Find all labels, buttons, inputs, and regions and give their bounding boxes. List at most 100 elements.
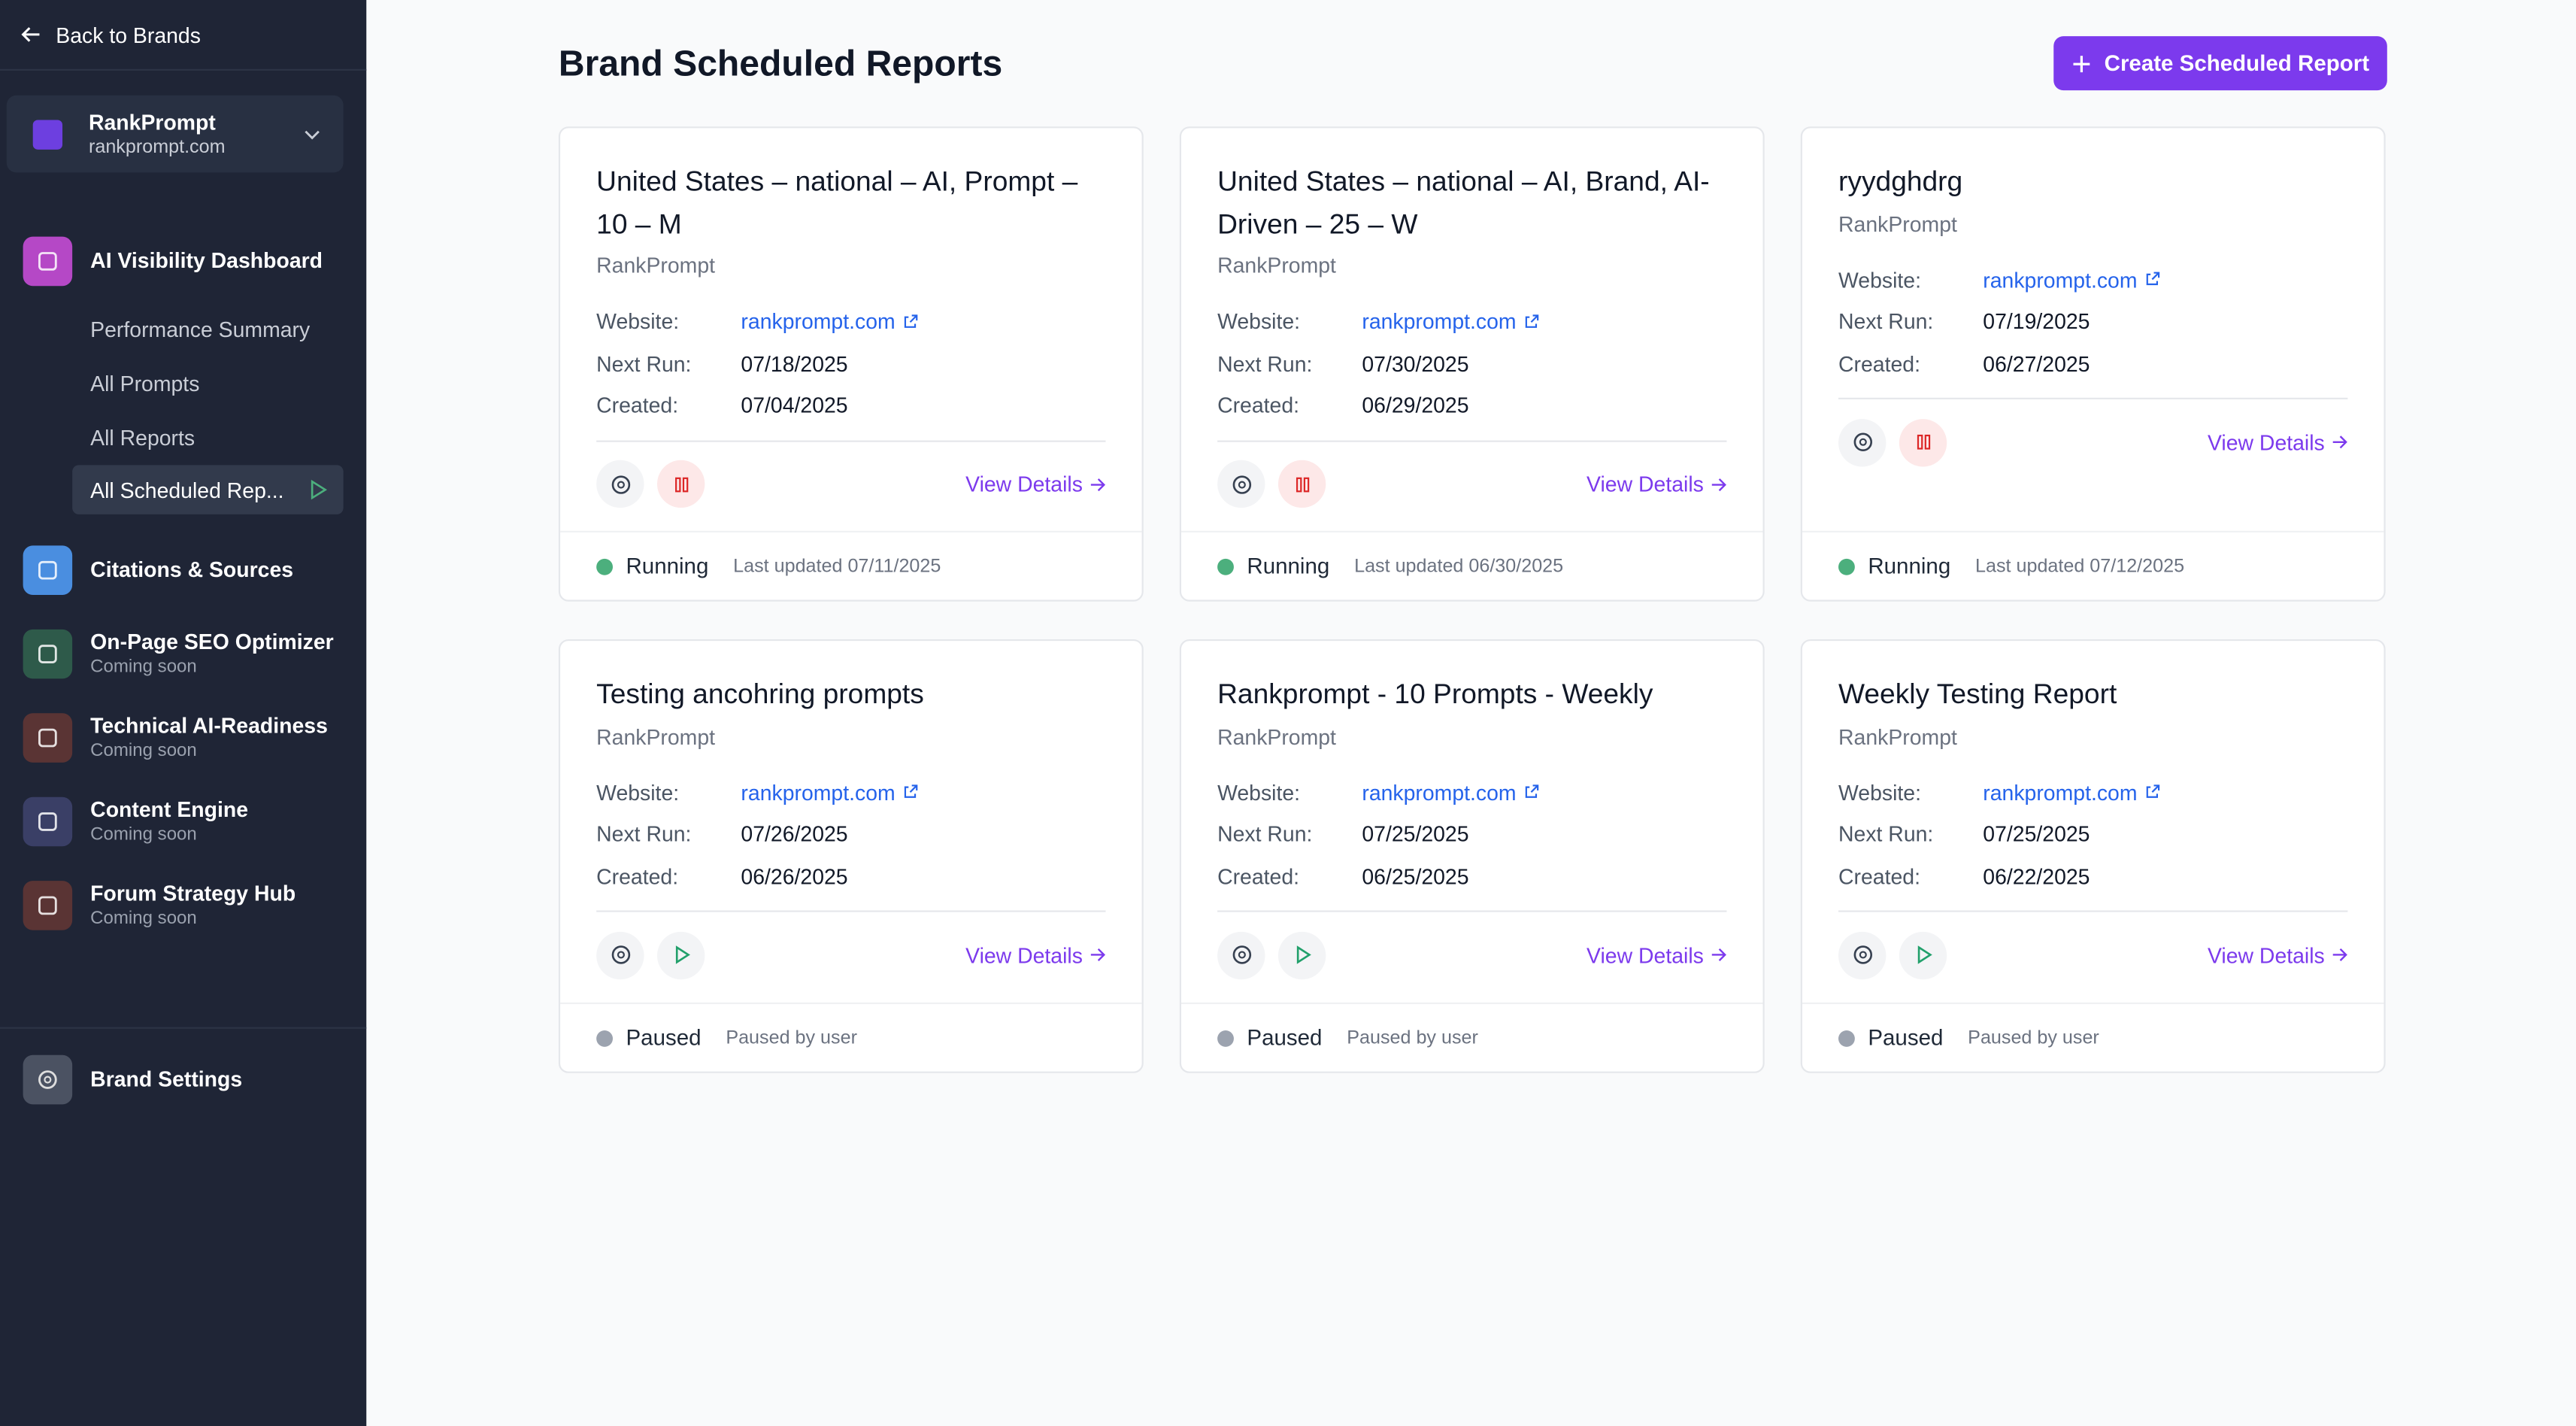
view-details[interactable]: View Details [965,942,1106,967]
field-value: 06/26/2025 [741,864,847,889]
pause-button[interactable] [657,460,705,508]
card-title: Testing ancohring prompts [596,678,924,710]
field-label: Website: [1217,309,1301,335]
field-row: Next Run: 07/30/2025 [1217,343,1726,385]
field-row: Website: rankprompt.com [1217,301,1726,343]
website-link[interactable]: rankprompt.com [741,780,918,805]
settings-label: Brand Settings [90,1066,243,1091]
field-value: 07/04/2025 [741,393,847,418]
brand-settings[interactable]: Brand Settings [0,1037,366,1121]
settings-button[interactable] [596,460,644,508]
field-value-text: 07/25/2025 [1362,822,1469,847]
field-label: Website: [1838,780,1922,806]
field-value-text: 07/26/2025 [741,822,848,847]
card-actions: View Details [1217,441,1726,527]
field-label: Created: [1838,863,1920,889]
field-value-text: 06/25/2025 [1362,863,1469,889]
card-actions: View Details [1838,399,2347,485]
website-link[interactable]: rankprompt.com [1362,780,1539,805]
nav: AI Visibility Dashboard Performance Summa… [0,219,366,947]
back-link[interactable]: Back to Brands [0,0,367,71]
view-details-label: View Details [1587,942,1704,967]
report-card: ryydghdrg RankPrompt Website: rankprompt.co… [1800,126,2386,602]
field-value-text: 06/26/2025 [741,863,848,889]
nav-subitem[interactable]: All Reports [0,411,366,465]
nav-item[interactable]: Content Engine Coming soon [0,779,366,863]
pause-button[interactable] [1899,418,1947,466]
play-button[interactable] [1899,930,1947,979]
field-label: Next Run: [1217,822,1313,847]
card-body: United States – national – AI, Brand, AI… [1181,128,1762,530]
card-body: Testing ancohring prompts RankPrompt Websi… [560,641,1141,1003]
status: Paused [626,1025,702,1051]
nav-label: AI Visibility Dashboard [90,247,323,273]
nav-subitem[interactable]: Performance Summary [0,302,366,356]
status-note: Paused by user [1347,1027,1478,1048]
field-row: Website: rankprompt.com [1217,772,1726,814]
create-button[interactable]: Create Scheduled Report [2053,36,2387,91]
nav-subitem[interactable]: All Scheduled Rep... [72,465,344,514]
field-value-text: 07/04/2025 [741,393,848,418]
status: Paused [1868,1025,1944,1051]
nav-icon [23,880,73,930]
nav-item[interactable]: Technical AI-Readiness Coming soon [0,695,366,778]
view-details[interactable]: View Details [1587,942,1726,967]
play-button[interactable] [1277,930,1326,979]
status-note: Paused by user [1968,1027,2099,1048]
field-label: Next Run: [1217,351,1313,376]
settings-button[interactable] [596,930,644,979]
website-link[interactable]: rankprompt.com [1983,268,2160,292]
settings-button[interactable] [1217,460,1265,508]
field-row: Created: 06/26/2025 [596,855,1105,897]
card-actions: View Details [1838,912,2347,998]
website-link[interactable]: rankprompt.com [1362,309,1539,334]
view-details[interactable]: View Details [2208,429,2347,454]
external-icon [1523,784,1539,801]
nav-label: On-Page SEO Optimizer [90,629,334,654]
nav-icon [23,796,73,846]
field-row: Next Run: 07/18/2025 [596,343,1105,385]
main: Brand Scheduled Reports Create Scheduled… [366,0,2576,1426]
view-details[interactable]: View Details [1587,472,1726,496]
report-card: Weekly Testing Report RankPrompt Website: r… [1800,639,2386,1073]
field-row: Created: 06/29/2025 [1217,384,1726,426]
nav-label: Content Engine [90,796,249,822]
play-button[interactable] [657,930,705,979]
card-footer: Running Last updated 06/30/2025 [1181,530,1763,600]
field-value-text: 06/27/2025 [1983,351,2090,376]
field-label: Website: [596,309,680,335]
view-details[interactable]: View Details [965,472,1106,496]
field-row: Website: rankprompt.com [1838,772,2347,814]
nav-label: Forum Strategy Hub [90,881,296,906]
arrow-icon [1711,476,1727,493]
card-actions: View Details [596,441,1106,527]
settings-button[interactable] [1838,930,1887,979]
nav-item[interactable]: AI Visibility Dashboard [0,219,366,302]
pause-button[interactable] [1277,460,1326,508]
view-details[interactable]: View Details [2208,942,2347,967]
nav-subitem[interactable]: All Prompts [0,356,366,411]
card-fields: Website: rankprompt.com Next Run: 07/26/202… [596,772,1106,912]
external-icon [2144,272,2160,288]
nav-item[interactable]: Forum Strategy Hub Coming soon [0,863,366,946]
field-value-text: 07/18/2025 [741,351,848,376]
sidebar: Back to Brands RankPrompt rankprompt.com… [0,0,367,1426]
nav-sublabel: All Prompts [90,371,200,396]
settings-button[interactable] [1838,418,1887,466]
website-link[interactable]: rankprompt.com [1983,780,2160,805]
field-row: Created: 06/27/2025 [1838,343,2347,385]
brand-switcher[interactable]: RankPrompt rankprompt.com [6,95,344,173]
arrow-icon [2332,434,2348,451]
brand-domain: rankprompt.com [88,138,226,158]
status: Paused [1247,1025,1323,1051]
nav-icon [23,545,73,594]
nav-item[interactable]: On-Page SEO Optimizer Coming soon [0,611,366,695]
website-link[interactable]: rankprompt.com [741,309,918,334]
settings-button[interactable] [1217,930,1265,979]
nav-note: Coming soon [90,824,197,845]
nav-item[interactable]: Citations & Sources [0,527,366,611]
nav-icon [23,628,73,678]
status-dot [596,1029,614,1046]
card-brand: RankPrompt [1838,211,1957,236]
arrow-icon [1711,947,1727,963]
